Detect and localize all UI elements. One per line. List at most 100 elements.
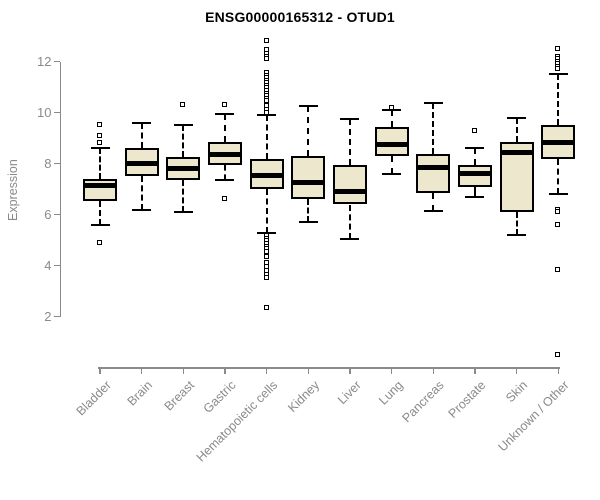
outlier-point-unknown-other bbox=[555, 45, 561, 51]
upper-whisker-cap-prostate bbox=[465, 147, 485, 150]
y-tick-mark bbox=[53, 111, 60, 114]
median-unknown-other bbox=[543, 139, 574, 145]
median-prostate bbox=[459, 171, 490, 177]
lower-whisker-cap-brain bbox=[132, 208, 152, 211]
median-lung bbox=[376, 142, 407, 148]
median-brain bbox=[126, 161, 157, 167]
outlier-point-breast bbox=[180, 102, 186, 108]
x-category-label-hematopoietic-cells: Hematopoietic cells bbox=[193, 378, 281, 465]
upper-whisker-cap-liver bbox=[340, 118, 360, 121]
lower-whisker-hematopoietic-cells bbox=[265, 189, 268, 233]
outlier-point-hematopoietic-cells bbox=[263, 253, 269, 259]
upper-whisker-cap-pancreas bbox=[423, 101, 443, 104]
outlier-point-unknown-other bbox=[555, 351, 561, 357]
y-tick-label: 12 bbox=[37, 53, 52, 69]
box-pancreas bbox=[416, 153, 451, 194]
median-liver bbox=[334, 189, 365, 195]
y-tick-mark bbox=[53, 264, 60, 267]
x-tick-mark bbox=[432, 368, 435, 374]
lower-whisker-pancreas bbox=[432, 193, 435, 211]
lower-whisker-bladder bbox=[99, 200, 101, 225]
box-lung bbox=[374, 126, 409, 157]
outlier-point-hematopoietic-cells bbox=[263, 275, 269, 281]
x-tick-mark bbox=[307, 368, 310, 374]
outlier-point-hematopoietic-cells bbox=[263, 248, 269, 254]
x-category-label-brain: Brain bbox=[125, 378, 156, 409]
upper-whisker-cap-kidney bbox=[298, 105, 318, 108]
x-category-label-bladder: Bladder bbox=[73, 378, 114, 419]
outlier-point-bladder bbox=[97, 122, 102, 128]
lower-whisker-cap-unknown-other bbox=[548, 193, 568, 196]
lower-whisker-unknown-other bbox=[557, 158, 560, 195]
lower-whisker-cap-bladder bbox=[90, 223, 110, 226]
outlier-point-bladder bbox=[97, 239, 102, 245]
lower-whisker-cap-breast bbox=[173, 211, 193, 214]
lower-whisker-cap-lung bbox=[382, 172, 402, 175]
lower-whisker-prostate bbox=[473, 186, 476, 197]
upper-whisker-cap-lung bbox=[382, 109, 402, 112]
upper-whisker-cap-gastric bbox=[215, 112, 235, 115]
lower-whisker-breast bbox=[182, 180, 185, 213]
outlier-point-unknown-other bbox=[555, 209, 561, 215]
x-tick-mark bbox=[474, 368, 476, 374]
upper-whisker-cap-bladder bbox=[90, 147, 110, 150]
y-tick-label: 2 bbox=[44, 308, 52, 324]
lower-whisker-kidney bbox=[307, 199, 310, 223]
y-axis-line bbox=[59, 61, 61, 317]
x-category-label-gastric: Gastric bbox=[200, 378, 239, 416]
upper-whisker-unknown-other bbox=[557, 74, 560, 126]
median-bladder bbox=[85, 182, 115, 188]
box-liver bbox=[332, 164, 367, 205]
y-tick-label: 4 bbox=[44, 257, 52, 273]
x-category-label-pancreas: Pancreas bbox=[399, 378, 448, 426]
x-tick-mark bbox=[265, 368, 268, 374]
lower-whisker-cap-hematopoietic-cells bbox=[257, 231, 277, 234]
x-tick-mark bbox=[140, 368, 143, 374]
upper-whisker-cap-skin bbox=[507, 116, 527, 119]
y-tick-mark bbox=[53, 213, 60, 216]
y-tick-mark bbox=[53, 315, 60, 318]
x-tick-mark bbox=[99, 368, 101, 374]
upper-whisker-pancreas bbox=[432, 102, 435, 154]
box-kidney bbox=[291, 156, 326, 200]
outlier-point-gastric bbox=[221, 196, 227, 202]
lower-whisker-liver bbox=[348, 204, 351, 239]
x-category-label-kidney: Kidney bbox=[285, 378, 323, 415]
chart-title: ENSG00000165312 - OTUD1 bbox=[205, 9, 395, 25]
upper-whisker-cap-hematopoietic-cells bbox=[257, 114, 277, 117]
lower-whisker-cap-skin bbox=[507, 234, 527, 237]
outlier-point-hematopoietic-cells bbox=[263, 304, 269, 310]
outlier-point-bladder bbox=[97, 140, 102, 146]
outlier-point-bladder bbox=[97, 132, 102, 138]
lower-whisker-cap-pancreas bbox=[423, 209, 443, 212]
x-axis-line bbox=[98, 367, 561, 369]
outlier-point-prostate bbox=[471, 127, 477, 133]
lower-whisker-cap-liver bbox=[340, 237, 360, 240]
median-skin bbox=[501, 149, 532, 155]
upper-whisker-liver bbox=[348, 119, 351, 165]
x-tick-mark bbox=[390, 368, 393, 374]
lower-whisker-brain bbox=[140, 176, 143, 210]
upper-whisker-cap-breast bbox=[173, 124, 193, 127]
upper-whisker-skin bbox=[515, 117, 518, 143]
x-category-label-skin: Skin bbox=[503, 378, 531, 406]
x-tick-mark bbox=[182, 368, 185, 374]
lower-whisker-cap-kidney bbox=[298, 221, 318, 224]
median-kidney bbox=[293, 180, 324, 186]
upper-whisker-hematopoietic-cells bbox=[265, 115, 268, 159]
x-category-label-prostate: Prostate bbox=[446, 378, 489, 421]
outlier-point-hematopoietic-cells bbox=[263, 109, 269, 115]
upper-whisker-prostate bbox=[473, 148, 476, 165]
upper-whisker-breast bbox=[182, 125, 185, 158]
y-tick-mark bbox=[53, 60, 60, 63]
outlier-point-unknown-other bbox=[555, 221, 561, 227]
lower-whisker-skin bbox=[515, 212, 518, 236]
outlier-point-unknown-other bbox=[555, 266, 561, 272]
lower-whisker-lung bbox=[390, 156, 393, 174]
upper-whisker-cap-unknown-other bbox=[548, 73, 568, 76]
outlier-point-hematopoietic-cells bbox=[263, 98, 269, 104]
y-tick-label: 8 bbox=[44, 155, 52, 171]
outlier-point-gastric bbox=[221, 102, 227, 108]
